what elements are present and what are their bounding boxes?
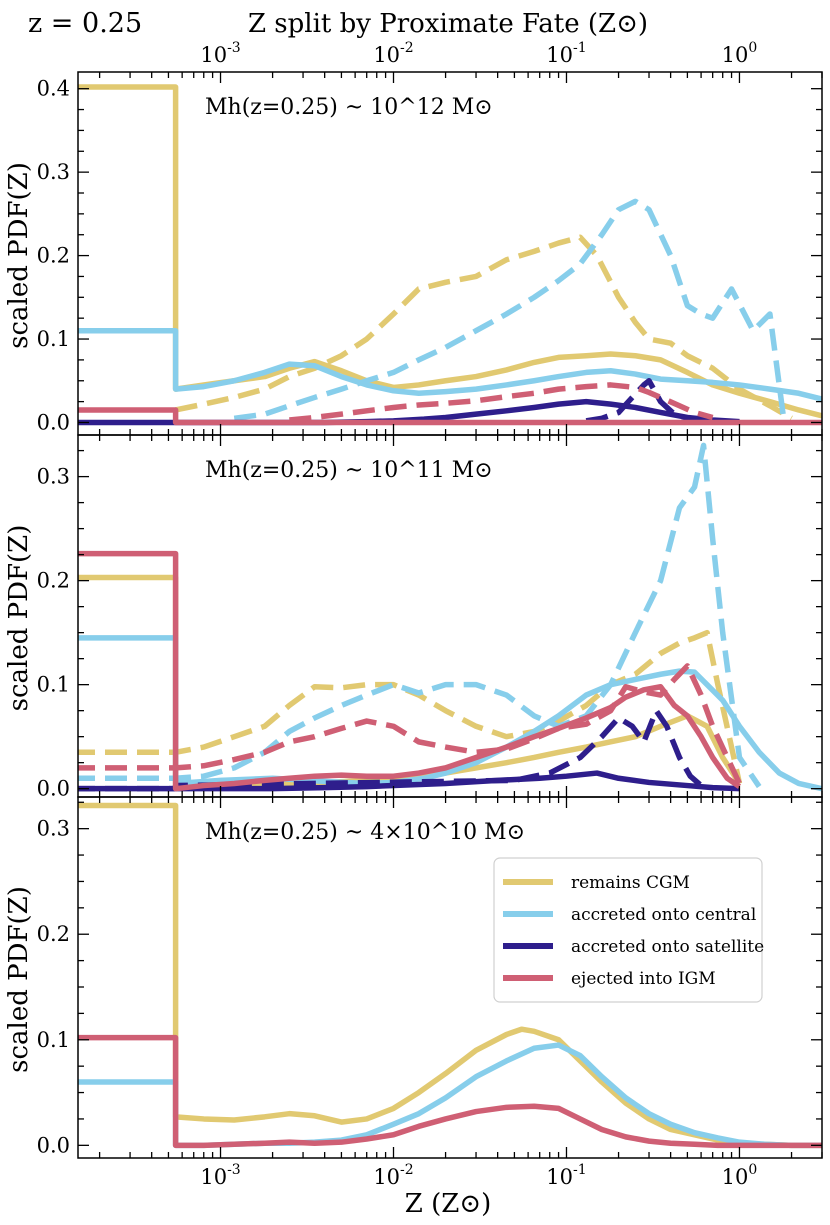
legend-label: accreted onto central — [571, 905, 756, 925]
plot-area — [78, 802, 822, 1149]
series-accreted-onto-satellite-dashed — [585, 378, 702, 424]
series-accreted-onto-satellite-dashed — [78, 707, 703, 792]
y-tick-label: 0.0 — [37, 1133, 70, 1157]
redshift-label: z = 0.25 — [28, 8, 142, 39]
plot-area — [78, 442, 822, 792]
top-axis-title: Z split by Proximate Fate (Z⊙) — [248, 9, 648, 39]
legend-label: accreted onto satellite — [571, 937, 764, 957]
panel-title: Mh(z=0.25) ~ 10^11 M⊙ — [205, 458, 493, 483]
x-ticks — [98, 72, 823, 435]
series-accreted-onto-central-dashed — [78, 442, 762, 789]
y-ticks: 0.0 0.1 0.2 0.3 — [37, 801, 822, 1157]
legend: remains CGM accreted onto central accret… — [493, 857, 764, 1003]
panel-title: Mh(z=0.25) ~ 10^12 M⊙ — [205, 95, 493, 120]
y-axis-title: scaled PDF(Z) — [4, 886, 34, 1073]
y-tick-label: 0.3 — [37, 465, 70, 489]
bottom-axis-title: Z (Z⊙) — [405, 1189, 491, 1219]
legend-box — [493, 857, 763, 1003]
series-remains-cgm-dashed — [78, 629, 743, 785]
y-tick-label: 0.2 — [37, 922, 70, 946]
y-ticks: 0.0 0.1 0.2 0.3 0.4 — [37, 77, 822, 434]
series-ejected-into-igm-dashed — [289, 382, 714, 423]
y-axis-title: scaled PDF(Z) — [4, 162, 34, 349]
series-remains-cgm-dashed — [175, 234, 793, 421]
y-tick-label: 0.3 — [37, 160, 70, 184]
x-tick-label-bottom: 10-2 — [373, 1162, 413, 1189]
y-tick-label: 0.0 — [37, 777, 70, 801]
series-accreted-onto-central-dashed — [233, 198, 787, 422]
y-tick-label: 0.2 — [37, 569, 70, 593]
y-axis-title: scaled PDF(Z) — [4, 525, 34, 712]
y-tick-label: 0.1 — [37, 1028, 70, 1052]
panel-1: 0.0 0.1 0.2 0.3 0.4 scaled PDF(Z) Mh(z=0.25) ~… — [4, 71, 823, 436]
panel-3: 0.0 0.1 0.2 0.3 scaled PDF(Z) Mh(z=0.25) ~ 4×… — [4, 796, 823, 1159]
y-tick-label: 0.0 — [37, 410, 70, 434]
series-accreted-onto-central-solid — [78, 327, 822, 402]
y-ticks: 0.0 0.1 0.2 0.3 — [37, 449, 822, 801]
y-tick-label: 0.1 — [37, 673, 70, 697]
y-tick-label: 0.4 — [37, 77, 70, 101]
y-tick-label: 0.2 — [37, 244, 70, 268]
y-tick-label: 0.3 — [37, 817, 70, 841]
series-ejected-into-igm-dashed — [78, 663, 742, 785]
panel-frame — [77, 796, 823, 1159]
legend-label: ejected into IGM — [571, 969, 716, 989]
panel-title: Mh(z=0.25) ~ 4×10^10 M⊙ — [205, 820, 525, 845]
panels: 0.0 0.1 0.2 0.3 0.4 scaled PDF(Z) Mh(z=0.25) ~… — [4, 71, 823, 1159]
y-tick-label: 0.1 — [37, 327, 70, 351]
legend-label: remains CGM — [571, 873, 690, 893]
x-tick-label-bottom: 10-3 — [200, 1162, 240, 1189]
x-tick-label-bottom: 10-1 — [546, 1162, 586, 1189]
x-ticks — [98, 797, 823, 1158]
panel-2: 0.0 0.1 0.2 0.3 scaled PDF(Z) Mh(z=0.25) ~ 10… — [4, 434, 823, 801]
series-ejected-into-igm-solid — [78, 407, 822, 426]
x-ticks — [98, 435, 823, 797]
plot-area — [78, 84, 822, 426]
series-ejected-into-igm-solid — [78, 1034, 822, 1149]
